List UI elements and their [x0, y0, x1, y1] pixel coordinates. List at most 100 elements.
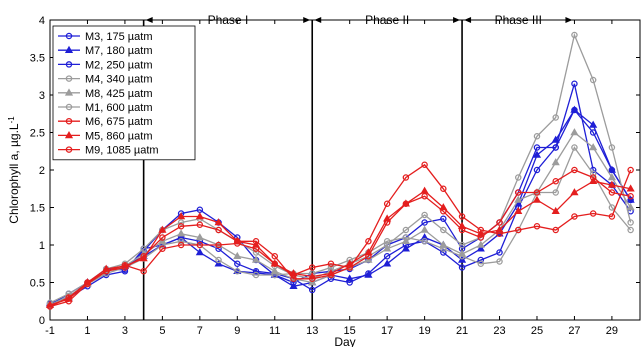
- x-tick-label: 9: [234, 325, 240, 337]
- data-point: [420, 233, 429, 241]
- data-point: [270, 266, 279, 275]
- legend-marker: [64, 45, 74, 53]
- data-point: [65, 297, 72, 305]
- data-point: [177, 241, 185, 249]
- data-point: [102, 267, 110, 275]
- data-point: [440, 249, 447, 256]
- data-point: [551, 206, 560, 215]
- data-point: [627, 192, 634, 200]
- x-tick-label: 29: [606, 325, 618, 337]
- data-point: [476, 240, 485, 248]
- data-point: [401, 199, 410, 207]
- data-point: [234, 260, 241, 267]
- series-line: [49, 83, 632, 306]
- data-point: [571, 213, 578, 220]
- data-point: [552, 114, 559, 121]
- legend-entry: M5, 860 µatm: [58, 130, 152, 142]
- data-point: [346, 264, 353, 271]
- data-point: [159, 245, 166, 252]
- x-tick-label: 15: [344, 325, 356, 337]
- data-point: [533, 189, 541, 196]
- legend-label: M6, 675 µatm: [85, 116, 152, 128]
- legend-label: M1, 600 µatm: [85, 102, 152, 114]
- phase-label: Phase III: [495, 13, 542, 27]
- data-point: [515, 174, 522, 181]
- data-point: [514, 206, 523, 215]
- data-point: [327, 260, 335, 267]
- data-point: [421, 219, 428, 226]
- data-point: [215, 226, 222, 234]
- data-point: [234, 240, 241, 247]
- series-layer: [45, 31, 635, 310]
- data-point: [627, 166, 634, 174]
- legend-label: M2, 250 µatm: [85, 59, 152, 71]
- phase-annotation: Phase III: [464, 13, 573, 27]
- data-point: [46, 303, 54, 310]
- data-point: [589, 76, 597, 84]
- axis-layer: -1 1 3 5 7 9 11 13 15 17 19 21 23 25 27 2900.511.522.53…: [30, 15, 640, 337]
- phase-arrowhead-left: [464, 17, 472, 23]
- data-point: [271, 260, 279, 267]
- data-point: [515, 226, 522, 234]
- data-point: [177, 212, 186, 220]
- legend-entry: M7, 180 µatm: [58, 45, 152, 57]
- data-point: [532, 150, 542, 158]
- x-tick-label: -1: [45, 325, 55, 337]
- data-point: [195, 212, 204, 220]
- legend-label: M8, 425 µatm: [85, 88, 152, 100]
- data-point: [607, 180, 616, 188]
- data-point: [289, 281, 298, 290]
- data-point: [589, 120, 598, 128]
- x-tick-label: 7: [197, 325, 203, 337]
- data-point: [457, 221, 467, 230]
- data-point: [458, 264, 466, 271]
- data-point: [571, 31, 578, 39]
- legend-marker: [65, 32, 73, 40]
- data-point: [589, 176, 598, 185]
- data-point: [402, 234, 410, 241]
- x-tick-label: 1: [84, 325, 90, 337]
- data-point: [440, 245, 447, 252]
- phase-arrowhead-left: [314, 17, 322, 23]
- data-point: [570, 188, 579, 196]
- data-point: [252, 245, 260, 252]
- phase-arrowhead-right: [565, 17, 573, 23]
- legend-entry: M9, 1085 µatm: [58, 145, 159, 157]
- data-point: [252, 271, 260, 279]
- data-point: [158, 225, 167, 233]
- phase-arrowhead-left: [145, 17, 153, 23]
- data-point: [364, 248, 373, 256]
- data-point: [383, 252, 391, 260]
- data-point: [607, 173, 616, 181]
- data-point: [345, 274, 354, 282]
- data-point: [159, 241, 166, 249]
- legend: M3, 175 µatm M7, 180 µatm M2, 250 µatm M4, …: [52, 25, 196, 161]
- data-point: [196, 241, 204, 249]
- data-point: [514, 195, 523, 203]
- data-point: [439, 240, 448, 248]
- x-axis-title: Day: [334, 335, 355, 347]
- data-point: [383, 214, 392, 222]
- y-tick-label: 3: [39, 90, 45, 102]
- data-point: [458, 213, 466, 220]
- data-point: [326, 269, 336, 277]
- data-point: [552, 189, 559, 196]
- data-point: [515, 189, 522, 196]
- data-point: [440, 185, 447, 192]
- data-point: [608, 189, 616, 196]
- data-point: [215, 256, 222, 264]
- y-axis-title: Chlorophyll a, µg.L-1: [7, 116, 22, 224]
- data-point: [421, 211, 428, 219]
- data-point: [571, 80, 578, 88]
- legend-marker: [64, 88, 74, 96]
- data-point: [552, 177, 559, 185]
- legend-marker: [65, 61, 73, 68]
- legend-label: M4, 340 µatm: [85, 74, 152, 86]
- data-point: [421, 237, 428, 245]
- data-point: [477, 260, 485, 267]
- series-9: [46, 161, 634, 310]
- data-point: [177, 237, 185, 245]
- data-point: [383, 244, 392, 252]
- data-point: [551, 135, 560, 143]
- legend-label: M3, 175 µatm: [85, 31, 152, 43]
